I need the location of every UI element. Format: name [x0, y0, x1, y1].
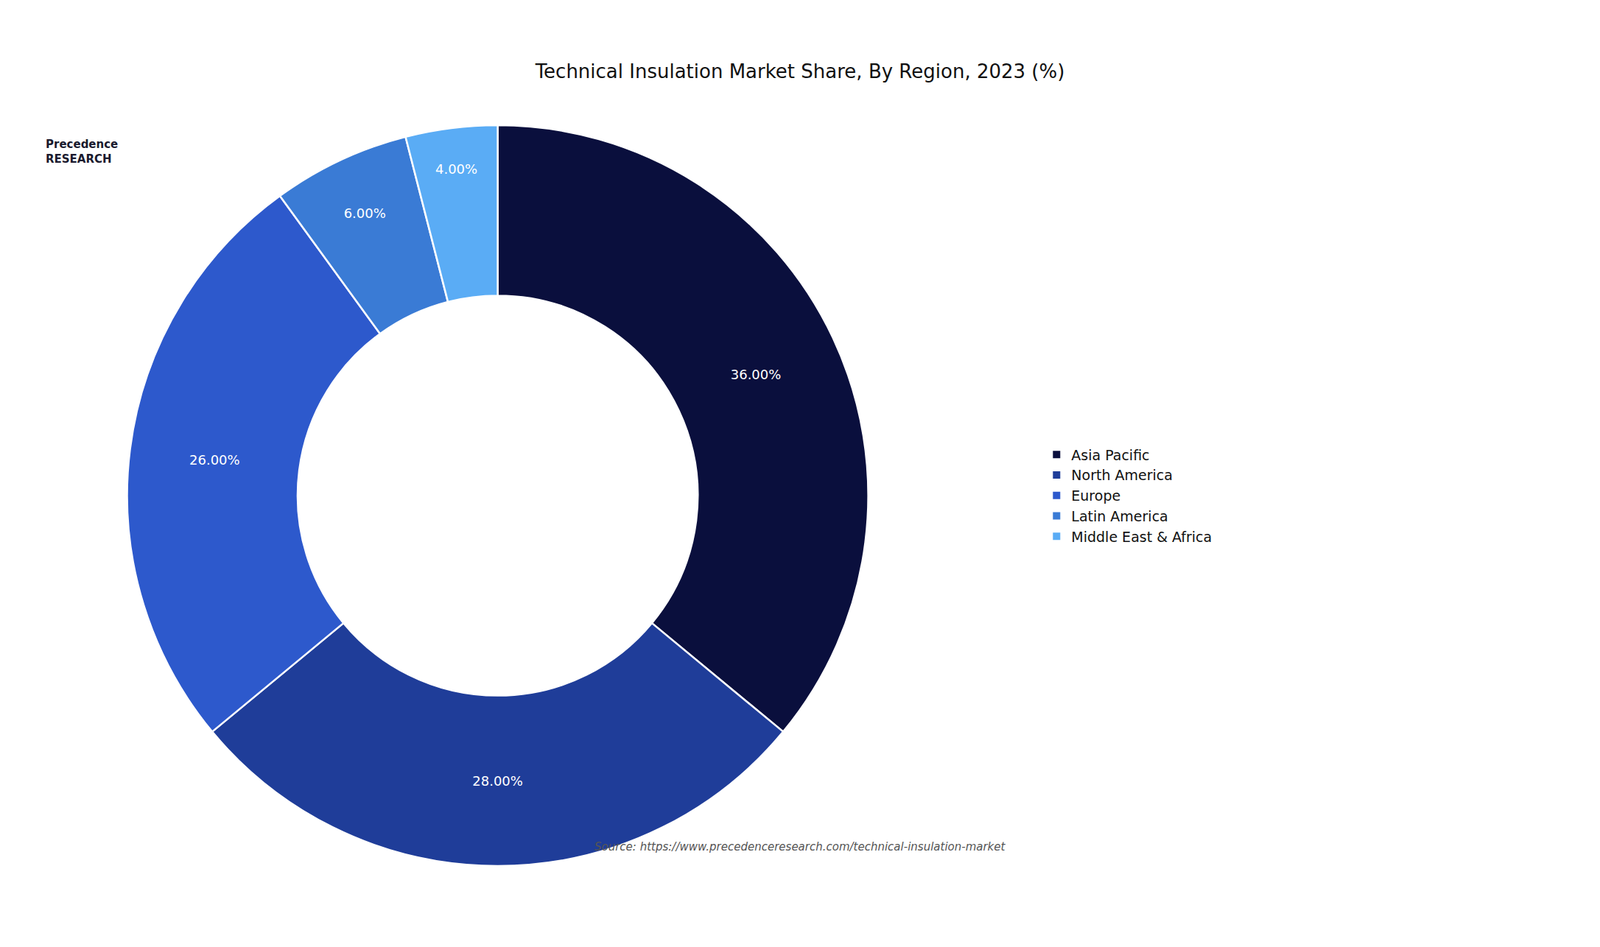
svg-text:28.00%: 28.00% [472, 773, 524, 789]
svg-text:Asia Pacific: Asia Pacific [1071, 447, 1150, 464]
svg-text:Source: https://www.precedence: Source: https://www.precedenceresearch.c… [594, 840, 1007, 854]
svg-text:Latin America: Latin America [1071, 508, 1168, 525]
svg-text:6.00%: 6.00% [344, 205, 387, 221]
svg-text:North America: North America [1071, 467, 1173, 484]
svg-text:PrecedenceRESEARCH: PrecedenceRESEARCH [45, 137, 118, 166]
svg-text:Middle East & Africa: Middle East & Africa [1071, 528, 1212, 546]
svg-text:4.00%: 4.00% [435, 161, 478, 177]
svg-text:36.00%: 36.00% [730, 366, 782, 383]
svg-text:Technical Insulation Market Sh: Technical Insulation Market Share, By Re… [534, 60, 1066, 83]
svg-text:Europe: Europe [1071, 487, 1121, 504]
svg-text:26.00%: 26.00% [189, 452, 241, 468]
